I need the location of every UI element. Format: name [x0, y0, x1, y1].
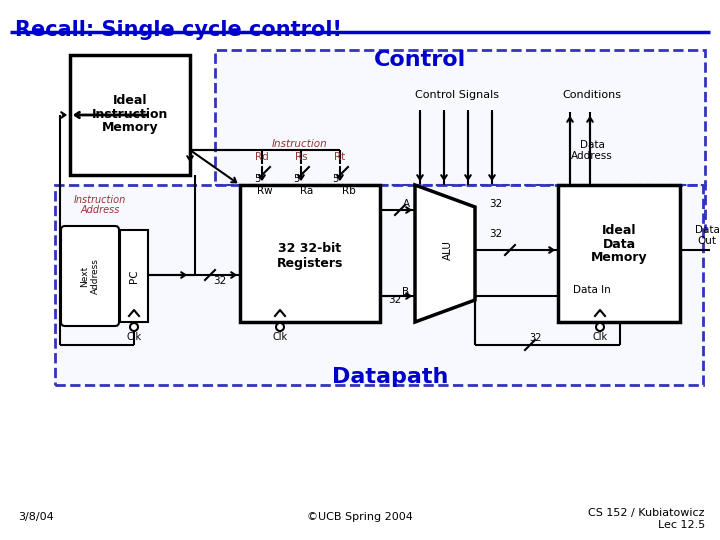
Text: 3/8/04: 3/8/04: [18, 512, 54, 522]
Text: Control: Control: [374, 50, 466, 70]
Text: Ideal: Ideal: [113, 93, 148, 106]
Text: Address: Address: [571, 151, 613, 161]
Text: Data In: Data In: [573, 285, 611, 295]
Text: Conditions: Conditions: [562, 90, 621, 100]
Text: Clk: Clk: [593, 332, 608, 342]
Text: CS 152 / Kubiatowicz
Lec 12.5: CS 152 / Kubiatowicz Lec 12.5: [588, 508, 705, 530]
Text: PC: PC: [129, 269, 139, 283]
FancyBboxPatch shape: [61, 226, 119, 326]
Text: Recall: Single cycle control!: Recall: Single cycle control!: [15, 20, 342, 40]
Bar: [55, 185, 703, 385]
Text: Data: Data: [603, 238, 636, 251]
Text: A: A: [402, 199, 410, 209]
Text: B: B: [402, 287, 410, 297]
Text: Rs: Rs: [294, 152, 307, 162]
Circle shape: [276, 323, 284, 331]
Text: Instruction: Instruction: [272, 139, 328, 149]
Circle shape: [130, 323, 138, 331]
Bar: [215, 50, 705, 230]
Text: Ideal: Ideal: [602, 224, 636, 237]
Text: 32 32-bit: 32 32-bit: [279, 241, 341, 254]
Text: Clk: Clk: [127, 332, 142, 342]
Text: Next
Address: Next Address: [81, 258, 99, 294]
Text: 5: 5: [254, 174, 260, 184]
Text: Data: Data: [695, 225, 719, 235]
Bar: [240, 185, 380, 322]
Polygon shape: [415, 185, 475, 322]
Circle shape: [596, 323, 604, 331]
Text: Rt: Rt: [334, 152, 346, 162]
Text: Memory: Memory: [102, 122, 158, 134]
Text: 32: 32: [490, 199, 503, 209]
Bar: [70, 55, 190, 175]
Text: Ra: Ra: [300, 186, 314, 196]
Text: 32: 32: [388, 295, 402, 305]
Text: 32: 32: [528, 333, 541, 343]
Text: ALU: ALU: [443, 240, 453, 260]
Text: Instruction: Instruction: [74, 195, 126, 205]
Text: Address: Address: [81, 205, 120, 215]
Bar: [558, 185, 680, 322]
Text: Rw: Rw: [257, 186, 273, 196]
Text: Registers: Registers: [276, 256, 343, 269]
Text: Out: Out: [698, 236, 716, 246]
Text: Rb: Rb: [342, 186, 356, 196]
Text: 5: 5: [332, 174, 338, 184]
Text: 32: 32: [213, 276, 227, 286]
Text: Datapath: Datapath: [332, 367, 448, 387]
Text: Instruction: Instruction: [92, 107, 168, 120]
Text: Memory: Memory: [590, 252, 647, 265]
Text: Clk: Clk: [272, 332, 287, 342]
Text: Rd: Rd: [255, 152, 269, 162]
Text: Data: Data: [580, 140, 604, 150]
Bar: [120, 230, 148, 322]
Text: 32: 32: [490, 229, 503, 239]
Text: Control Signals: Control Signals: [415, 90, 499, 100]
Text: 5: 5: [293, 174, 299, 184]
Text: ©UCB Spring 2004: ©UCB Spring 2004: [307, 512, 413, 522]
